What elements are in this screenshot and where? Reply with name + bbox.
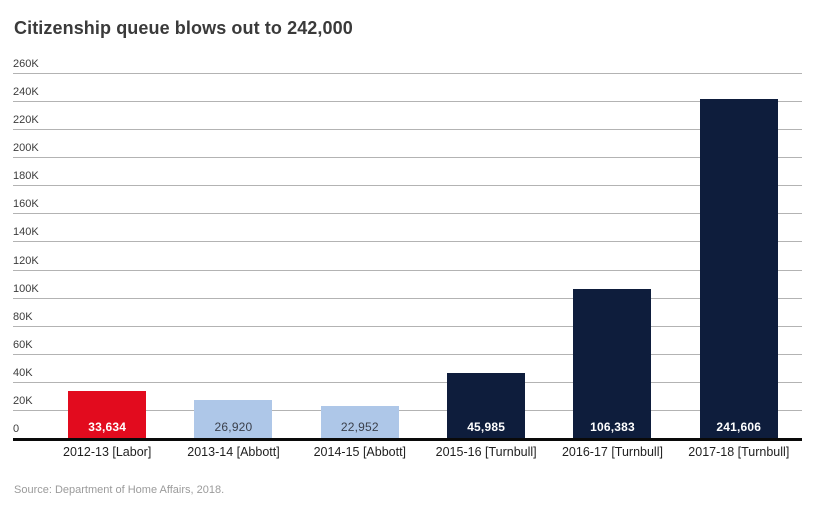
bar-value-label: 45,985 xyxy=(467,420,506,434)
y-axis-tick-label: 40K xyxy=(13,366,33,379)
bar-slot: 33,634 xyxy=(44,73,170,438)
gridline xyxy=(13,297,802,299)
gridline xyxy=(13,325,802,327)
gridline xyxy=(13,157,802,159)
y-axis-tick-label: 100K xyxy=(13,282,39,295)
x-axis-category-label: 2016-17 [Turnbull] xyxy=(561,445,663,459)
y-axis-tick-label: 180K xyxy=(13,170,39,183)
chart-title: Citizenship queue blows out to 242,000 xyxy=(14,18,353,38)
bar: 241,606 xyxy=(699,98,778,438)
x-axis-category-label: 2017-18 [Turnbull] xyxy=(688,445,790,459)
bar-value-label: 33,634 xyxy=(88,420,127,434)
y-axis-tick-label: 140K xyxy=(13,226,39,239)
y-axis-tick-label: 200K xyxy=(13,142,39,155)
bar-value-label: 26,920 xyxy=(214,420,253,434)
y-axis-tick-label: 0 xyxy=(13,423,20,435)
bar-value-label: 106,383 xyxy=(590,420,635,434)
source-note: Source: Department of Home Affairs, 2018… xyxy=(14,484,225,496)
x-axis-category-label: 2012-13 [Labor] xyxy=(63,445,152,459)
y-axis-tick-label: 220K xyxy=(13,114,39,127)
bar-value-label: 22,952 xyxy=(340,420,379,434)
x-axis-category-label: 2015-16 [Turnbull] xyxy=(435,445,537,459)
x-axis-category-label: 2014-15 [Abbott] xyxy=(313,445,407,459)
gridline xyxy=(13,73,802,74)
y-axis-tick-label: 160K xyxy=(13,198,39,211)
x-axis-category-label: 2013-14 [Abbott] xyxy=(187,445,280,459)
gridline xyxy=(13,101,802,103)
bar-value-label: 241,606 xyxy=(716,420,762,434)
y-axis-tick-label: 240K xyxy=(13,86,39,99)
gridline xyxy=(13,353,802,355)
gridline xyxy=(13,185,802,187)
bar: 33,634 xyxy=(68,390,147,438)
y-axis-tick-label: 20K xyxy=(13,394,33,407)
bar-slot: 45,985 xyxy=(423,73,549,438)
gridline xyxy=(13,241,802,243)
y-axis-tick-label: 260K xyxy=(13,58,39,70)
bar-slot: 22,952 xyxy=(297,73,423,438)
gridline xyxy=(13,409,802,411)
gridline xyxy=(13,129,802,131)
y-axis-tick-label: 60K xyxy=(13,338,33,351)
plot-area: 33,634 26,920 22,952 45,985 106,383 241,606 2… xyxy=(13,58,802,441)
bar-slot: 106,383 xyxy=(549,73,675,438)
gridline xyxy=(13,269,802,271)
gridline xyxy=(13,213,802,215)
bar: 22,952 xyxy=(320,405,399,438)
y-axis-tick-label: 120K xyxy=(13,254,39,267)
gridline xyxy=(13,381,802,383)
bar: 45,985 xyxy=(447,373,526,438)
y-axis-tick-label: 80K xyxy=(13,310,33,323)
x-axis-labels: 2012-13 [Labor] 2013-14 [Abbott] 2014-15 [… xyxy=(44,445,802,459)
bar: 106,383 xyxy=(573,288,652,438)
bar: 26,920 xyxy=(194,400,273,438)
bar-slot: 241,606 xyxy=(676,73,802,438)
bar-slot: 26,920 xyxy=(170,73,296,438)
bars-row: 33,634 26,920 22,952 45,985 106,383 241,606 xyxy=(44,73,802,438)
